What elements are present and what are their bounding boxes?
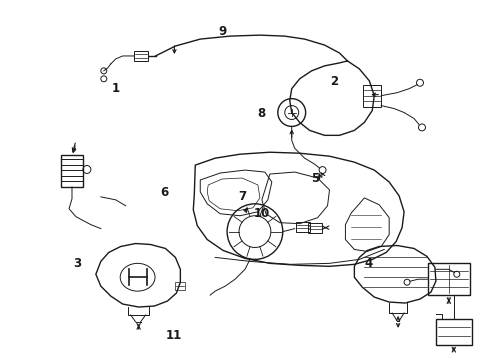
Text: 9: 9 [218,25,226,38]
Text: 4: 4 [364,257,372,270]
Text: 5: 5 [310,172,319,185]
Bar [295,222,309,231]
Text: 6: 6 [160,186,168,199]
Text: 10: 10 [253,207,269,220]
Text: 2: 2 [330,75,338,88]
Bar [435,319,471,345]
Text: 7: 7 [238,190,245,203]
Text: 1: 1 [111,82,120,95]
Bar [427,264,469,295]
Text: 8: 8 [257,107,265,120]
Bar [307,223,321,233]
Text: 3: 3 [73,257,81,270]
Bar [363,85,381,107]
Text: 11: 11 [165,329,182,342]
Bar [61,155,83,187]
Bar [175,282,185,290]
Bar [133,51,147,61]
